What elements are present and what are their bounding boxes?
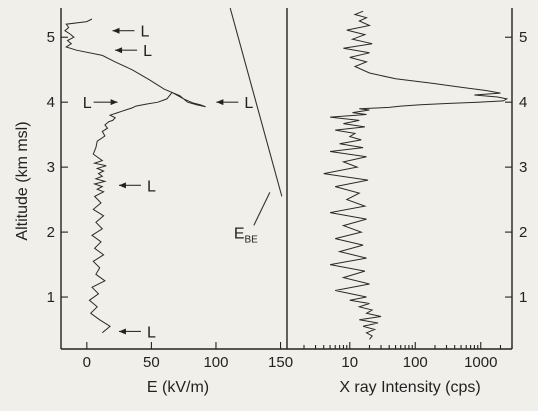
left-x-tick-label: 150 xyxy=(268,354,293,371)
right-x-tick-label: 100 xyxy=(403,354,428,371)
x-ray-intensity-trace xyxy=(323,10,509,340)
l-markers: LLL LLL xyxy=(83,24,254,342)
left-y-tick-label: 2 xyxy=(47,224,55,241)
l-marker-label: L xyxy=(83,95,92,112)
left-x-axis-label: E (kV/m) xyxy=(147,379,209,396)
electric-field-trace xyxy=(64,18,206,334)
l-marker-label: L xyxy=(147,178,156,195)
left-y-axis-label: Altitude (km msl) xyxy=(14,121,31,240)
right-y-tick-label: 2 xyxy=(519,224,527,241)
l-marker-arrowhead xyxy=(115,47,123,54)
left-panel: 1 2 3 4 5 0 50 100 150 Altitude (km msl) E (kV/… xyxy=(14,7,293,396)
breakeven-field-label-subscript: BE xyxy=(245,234,259,245)
right-y-tick-label: 5 xyxy=(519,29,527,46)
l-marker-arrowhead xyxy=(216,99,224,106)
l-marker-label: L xyxy=(143,43,152,60)
right-panel: 1 2 3 4 5 10 100 1000 X ray Intensity (cps) xyxy=(287,8,527,396)
breakeven-field-line xyxy=(229,7,283,197)
left-x-ticks: 0 50 100 150 xyxy=(83,342,293,371)
left-y-tick-label: 1 xyxy=(47,289,55,306)
l-marker-label: L xyxy=(147,324,156,341)
right-y-tick-label: 1 xyxy=(519,289,527,306)
right-x-ticks: 10 100 1000 xyxy=(303,342,513,371)
l-marker-label: L xyxy=(140,24,149,41)
left-x-tick-label: 0 xyxy=(83,354,91,371)
breakeven-field-label-main: E xyxy=(234,225,245,242)
left-y-tick-label: 4 xyxy=(47,94,55,111)
left-x-tick-label: 100 xyxy=(203,354,228,371)
right-y-tick-label: 4 xyxy=(519,94,527,111)
left-y-tick-label: 5 xyxy=(47,29,55,46)
left-x-tick-label: 50 xyxy=(143,354,160,371)
right-y-ticks: 1 2 3 4 5 xyxy=(505,29,527,306)
l-marker-label: L xyxy=(244,95,253,112)
breakeven-field-label: EBE xyxy=(234,225,258,245)
right-x-tick-label: 1000 xyxy=(464,354,497,371)
l-marker-arrowhead xyxy=(110,99,118,106)
left-y-ticks: 1 2 3 4 5 xyxy=(47,29,68,306)
right-y-tick-label: 3 xyxy=(519,159,527,176)
right-x-tick-label: 10 xyxy=(341,354,358,371)
l-marker-arrowhead xyxy=(112,27,120,34)
right-x-axis-label: X ray Intensity (cps) xyxy=(339,379,480,396)
l-marker-arrowhead xyxy=(118,328,126,335)
breakeven-field-label-pointer xyxy=(253,192,271,226)
l-marker-arrowhead xyxy=(118,182,126,189)
left-y-tick-label: 3 xyxy=(47,159,55,176)
